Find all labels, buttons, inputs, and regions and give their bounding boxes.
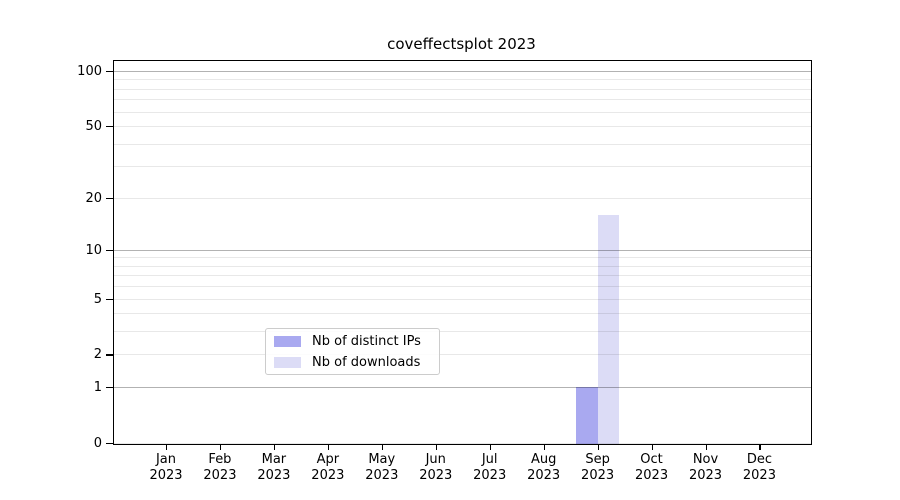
x-tick-mark (597, 444, 599, 450)
x-tick-label: Sep 2023 (566, 452, 630, 484)
legend-item: Nb of distinct IPs (274, 331, 439, 352)
x-tick-label: Apr 2023 (296, 452, 360, 484)
x-tick-year: 2023 (742, 468, 776, 483)
legend-swatch (274, 357, 301, 368)
x-tick-year: 2023 (149, 468, 183, 483)
x-tick-mark (219, 444, 222, 450)
x-tick-mark (489, 444, 491, 450)
y-tick-mark (106, 126, 113, 128)
gridline-minor (114, 286, 811, 288)
x-tick-month: Sep (585, 452, 610, 467)
gridline-minor (114, 143, 811, 145)
gridline-minor (114, 443, 811, 444)
x-tick-year: 2023 (203, 468, 237, 483)
y-tick-mark (106, 249, 113, 251)
legend-swatch (274, 336, 301, 347)
x-tick-mark (759, 444, 761, 450)
x-tick-mark (273, 444, 276, 450)
x-tick-label: Nov 2023 (674, 452, 738, 484)
gridline-minor (114, 99, 811, 101)
y-tick-label: 10 (85, 242, 102, 258)
y-tick-label: 20 (85, 190, 102, 206)
x-tick-month: Jan (155, 452, 177, 467)
x-tick-month: Mar (261, 452, 287, 467)
bar-distinct-ips (576, 387, 598, 444)
gridline-minor (114, 79, 811, 81)
gridline-minor (114, 354, 811, 356)
x-tick-month: Nov (692, 452, 719, 467)
y-tick-label: 50 (85, 119, 102, 135)
gridline-major (114, 71, 811, 73)
x-tick-label: Feb 2023 (188, 452, 252, 484)
x-tick-mark (166, 444, 168, 450)
x-tick-year: 2023 (635, 468, 669, 483)
x-tick-label: Jan 2023 (134, 452, 198, 484)
gridline-major (114, 249, 811, 251)
x-tick-mark (705, 444, 707, 450)
y-tick-label: 5 (93, 291, 102, 307)
gridline-minor (114, 265, 811, 267)
gridline-minor (114, 275, 811, 277)
x-tick-month: May (368, 452, 396, 467)
gridline-minor (114, 111, 811, 113)
x-tick-mark (435, 444, 437, 450)
gridline-major (114, 387, 811, 389)
x-tick-label: Oct 2023 (620, 452, 684, 484)
x-tick-mark (327, 444, 330, 450)
x-tick-year: 2023 (311, 468, 345, 483)
y-tick-label: 0 (93, 436, 102, 451)
gridline-minor (114, 88, 811, 90)
x-tick-mark (543, 444, 545, 450)
gridline-minor (114, 257, 811, 259)
x-tick-year: 2023 (527, 468, 561, 483)
chart-title: coveffectsplot 2023 (387, 35, 536, 53)
gridline-minor (114, 298, 811, 300)
x-tick-mark (381, 444, 383, 450)
x-tick-month: Apr (316, 452, 340, 467)
x-tick-year: 2023 (688, 468, 723, 483)
y-tick-label: 2 (93, 347, 102, 363)
x-tick-label: Mar 2023 (242, 452, 306, 484)
legend-label: Nb of downloads (312, 355, 421, 370)
x-tick-month: Feb (208, 452, 232, 467)
y-tick-mark (106, 71, 113, 73)
y-tick-mark (106, 354, 113, 356)
legend: Nb of distinct IPs Nb of downloads (265, 328, 440, 375)
y-tick-label: 100 (77, 64, 102, 80)
gridline-minor (114, 126, 811, 128)
x-tick-year: 2023 (581, 468, 615, 483)
x-tick-year: 2023 (473, 468, 507, 483)
gridline-minor (114, 331, 811, 333)
x-tick-label: Jul 2023 (458, 452, 522, 484)
legend-label: Nb of distinct IPs (312, 334, 421, 349)
gridline-minor (114, 197, 811, 199)
x-tick-month: Jul (481, 452, 498, 467)
x-tick-label: Jun 2023 (404, 452, 468, 484)
y-tick-mark (106, 298, 113, 300)
x-tick-mark (651, 444, 653, 450)
x-tick-year: 2023 (257, 468, 291, 483)
x-tick-label: May 2023 (350, 452, 414, 484)
x-tick-year: 2023 (365, 468, 399, 483)
x-tick-month: Dec (746, 452, 773, 467)
x-tick-year: 2023 (419, 468, 453, 483)
plot-area: 0 1 2 5 10 20 50 100 Jan 2023 Feb 2023 Mar 2023 Apr 202… (77, 60, 812, 483)
legend-item: Nb of downloads (274, 352, 439, 373)
y-tick-mark (106, 197, 113, 199)
y-tick-mark (106, 387, 113, 389)
x-tick-month: Oct (640, 452, 663, 467)
x-tick-label: Dec 2023 (727, 452, 791, 484)
y-tick-label: 1 (93, 380, 102, 396)
gridline-minor (114, 166, 811, 168)
y-tick-mark (106, 443, 113, 445)
bar-downloads (597, 214, 620, 444)
gridline-minor (114, 313, 811, 315)
x-tick-month: Aug (530, 452, 557, 467)
x-tick-label: Aug 2023 (512, 452, 576, 484)
x-tick-month: Jun (425, 452, 446, 467)
